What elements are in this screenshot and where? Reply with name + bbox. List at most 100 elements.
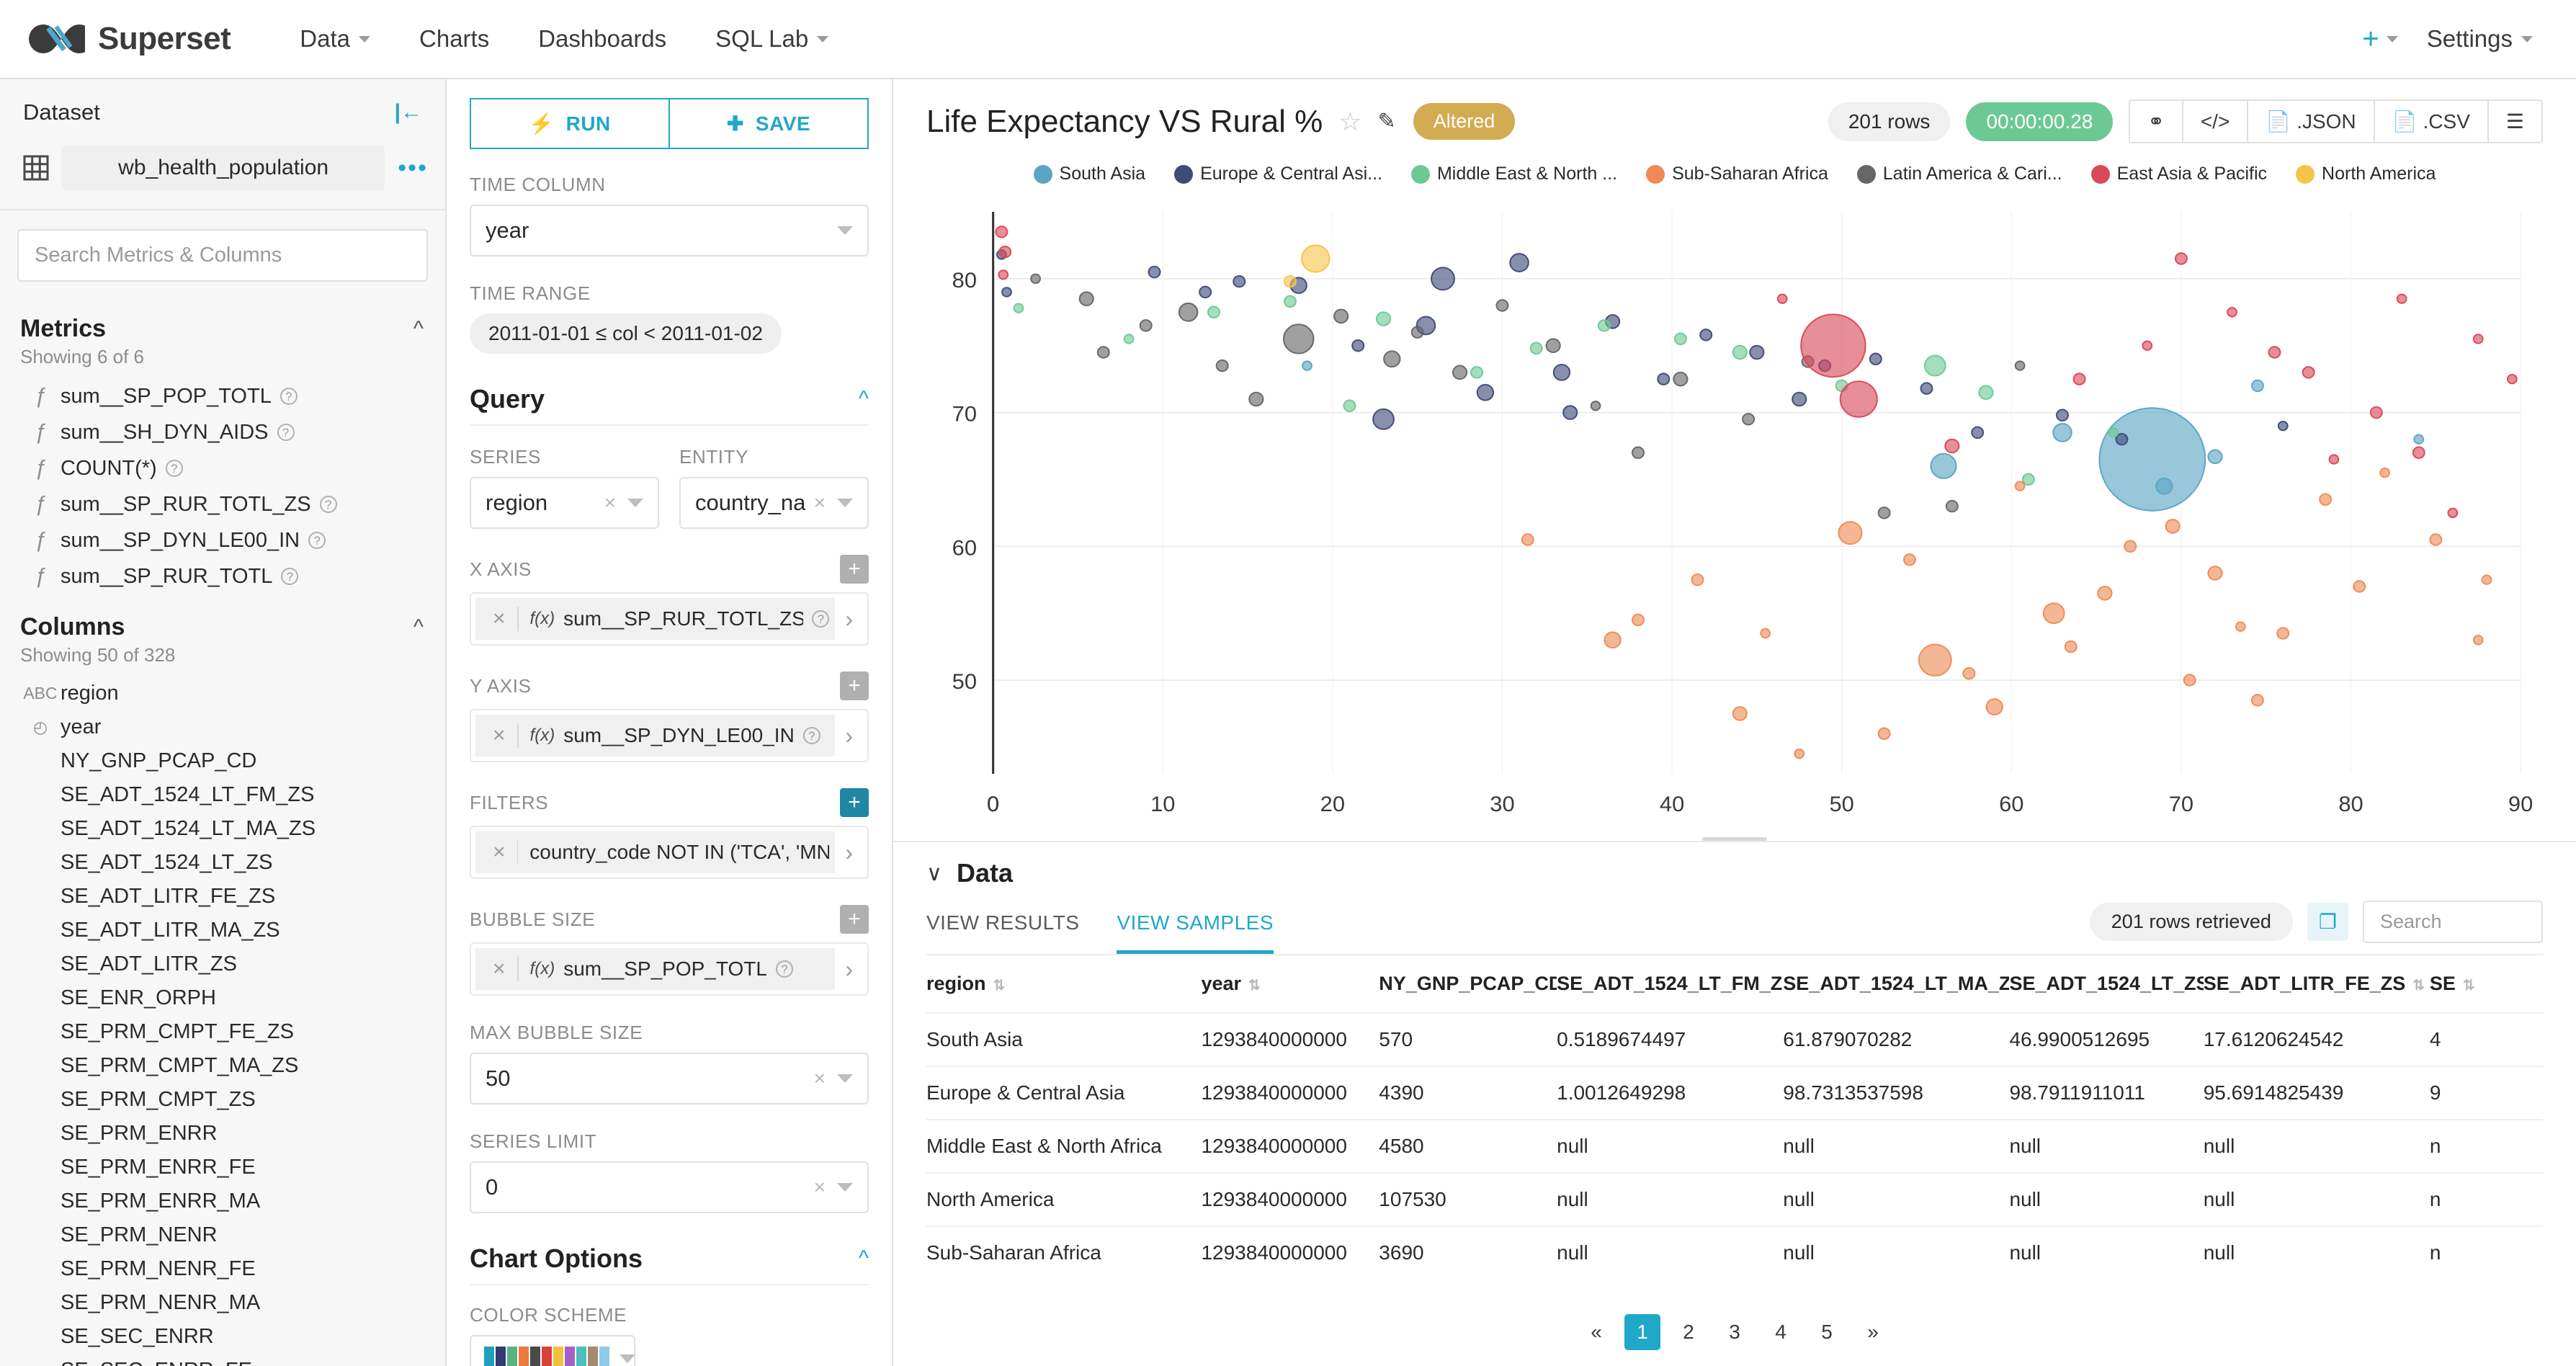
column-item[interactable]: NY_GNP_PCAP_CD [0,744,445,778]
column-item[interactable]: SE_PRM_CMPT_FE_ZS [0,1015,445,1049]
pagination-item[interactable]: 2 [1683,1321,1694,1343]
column-item[interactable]: SE_PRM_ENRR_FE [0,1151,445,1184]
copy-icon[interactable]: ❐ [2307,903,2348,941]
column-item[interactable]: SE_PRM_NENR [0,1218,445,1252]
series-limit-select[interactable]: 0 × [470,1161,869,1213]
help-icon[interactable]: ? [812,610,830,628]
nav-item-data[interactable]: Data [275,25,395,53]
x-axis-metric[interactable]: × f(x) sum__SP_RUR_TOTL_ZS ? › [470,592,869,646]
clear-icon[interactable]: × [813,1067,826,1089]
add-y-axis-button[interactable]: + [840,671,869,700]
chevron-right-icon[interactable]: › [845,839,853,865]
help-icon[interactable]: ? [319,496,337,513]
sort-icon[interactable]: ⇅ [2462,978,2475,994]
help-icon[interactable]: ? [308,532,326,549]
filter-item[interactable]: × country_code NOT IN ('TCA', 'MNP', ...… [470,826,869,879]
column-item[interactable]: SE_PRM_ENRR_MA [0,1184,445,1218]
pagination-item[interactable]: 1 [1624,1314,1660,1350]
scatter-chart[interactable]: 50 60 70 80 0 10 20 30 40 50 60 70 80 90 0 [926,197,2543,831]
nav-item-dashboards[interactable]: Dashboards [514,25,691,53]
help-icon[interactable]: ? [279,388,298,405]
bubble-size-metric[interactable]: × f(x) sum__SP_POP_TOTL ? › [470,942,869,996]
column-item[interactable]: SE_PRM_ENRR [0,1117,445,1151]
sort-icon[interactable]: ⇅ [2412,978,2425,994]
add-new-button[interactable]: + [2362,23,2398,55]
help-icon[interactable]: ? [802,727,820,744]
column-item[interactable]: SE_PRM_NENR_MA [0,1286,445,1320]
legend-item[interactable]: Latin America & Cari... [1856,164,2062,184]
sort-icon[interactable]: ⇅ [993,978,1006,994]
table-column-header[interactable]: SE_ADT_1524_LT_MA_ZS⇅ [1783,955,2009,1013]
column-item[interactable]: SE_PRM_CMPT_MA_ZS [0,1049,445,1083]
chevron-right-icon[interactable]: › [845,955,853,982]
column-item[interactable]: SE_ENR_ORPH [0,981,445,1015]
menu-icon[interactable]: ☰ [2488,101,2541,142]
column-item[interactable]: SE_PRM_NENR_FE [0,1252,445,1286]
tab-view-results[interactable]: VIEW RESULTS [926,911,1080,934]
chevron-right-icon[interactable]: › [845,722,853,749]
status-badge[interactable]: Altered [1413,103,1516,140]
column-item[interactable]: SE_ADT_LITR_MA_ZS [0,914,445,947]
edit-properties-icon[interactable]: ✎ [1377,110,1396,133]
table-column-header[interactable]: year ⇅ [1201,955,1379,1013]
column-item[interactable]: SE_ADT_LITR_FE_ZS [0,880,445,914]
code-icon[interactable]: </> [2183,101,2249,142]
chevron-up-icon[interactable]: ^ [858,387,869,411]
json-download-button[interactable]: 📄 .JSON [2248,101,2375,142]
help-icon[interactable]: ? [281,568,299,585]
legend-item[interactable]: North America [2296,164,2436,184]
legend-item[interactable]: South Asia [1033,164,1145,184]
table-column-header[interactable]: region ⇅ [926,955,1201,1013]
tab-view-samples[interactable]: VIEW SAMPLES [1117,896,1274,954]
metric-item[interactable]: ƒ sum__SP_RUR_TOTL ? [0,558,445,594]
link-icon[interactable]: ⚭ [2130,101,2183,142]
chevron-up-icon[interactable]: ^ [413,615,424,639]
collapse-panel-icon[interactable]: |← [394,100,422,124]
pagination-item[interactable]: « [1591,1321,1602,1343]
entity-select[interactable]: country_na × [679,477,869,529]
column-item[interactable]: SE_PRM_CMPT_ZS [0,1083,445,1117]
color-scheme-select[interactable] [470,1335,635,1366]
table-column-header[interactable]: SE_ADT_LITR_FE_ZS ⇅ [2204,955,2430,1013]
clear-icon[interactable]: × [813,491,826,514]
nav-item-charts[interactable]: Charts [395,25,514,53]
time-column-select[interactable]: year [470,205,869,256]
nav-item-sql-lab[interactable]: SQL Lab [691,25,853,53]
legend-item[interactable]: East Asia & Pacific [2090,164,2267,184]
help-icon[interactable]: ? [775,960,793,978]
column-item[interactable]: SE_SEC_ENRR_FE [0,1354,445,1366]
column-item[interactable]: ◴ year [0,710,445,744]
legend-item[interactable]: Sub-Saharan Africa [1646,164,1828,184]
legend-item[interactable]: Middle East & North ... [1410,164,1617,184]
metric-item[interactable]: ƒ COUNT(*) ? [0,450,445,486]
remove-icon[interactable]: × [493,723,506,747]
remove-icon[interactable]: × [493,840,506,864]
chevron-right-icon[interactable]: › [845,605,853,632]
save-button[interactable]: ✚ SAVE [670,98,869,149]
pagination-item[interactable]: 3 [1729,1321,1740,1343]
add-filter-button[interactable]: + [840,788,869,817]
clear-icon[interactable]: × [604,491,616,514]
y-axis-metric[interactable]: × f(x) sum__SP_DYN_LE00_IN ? › [470,709,869,762]
add-x-axis-button[interactable]: + [840,555,869,584]
table-column-header[interactable]: SE_ADT_1524_LT_ZS⇅ [2009,955,2203,1013]
table-column-header[interactable]: SE ⇅ [2430,955,2543,1013]
remove-icon[interactable]: × [493,607,506,630]
column-item[interactable]: SE_ADT_1524_LT_MA_ZS [0,812,445,846]
clear-icon[interactable]: × [813,1176,826,1198]
column-item[interactable]: SE_SEC_ENRR [0,1320,445,1354]
table-column-header[interactable]: SE_ADT_1524_LT_FM_ZS⇅ [1557,955,1783,1013]
metric-item[interactable]: ƒ sum__SP_RUR_TOTL_ZS ? [0,486,445,522]
time-range-value[interactable]: 2011-01-01 ≤ col < 2011-01-02 [470,313,782,354]
resize-handle[interactable] [1702,837,1767,841]
metric-item[interactable]: ƒ sum__SP_DYN_LE00_IN ? [0,522,445,558]
pagination-item[interactable]: 4 [1775,1321,1786,1343]
add-bubble-size-button[interactable]: + [840,905,869,934]
superset-logo[interactable]: Superset [29,21,231,57]
run-button[interactable]: ⚡ RUN [470,98,670,149]
settings-menu[interactable]: Settings [2427,25,2533,53]
series-select[interactable]: region × [470,477,659,529]
column-item[interactable]: SE_ADT_LITR_ZS [0,947,445,981]
column-item[interactable]: SE_ADT_1524_LT_FM_ZS [0,778,445,812]
chevron-down-icon[interactable]: ∨ [926,861,942,885]
